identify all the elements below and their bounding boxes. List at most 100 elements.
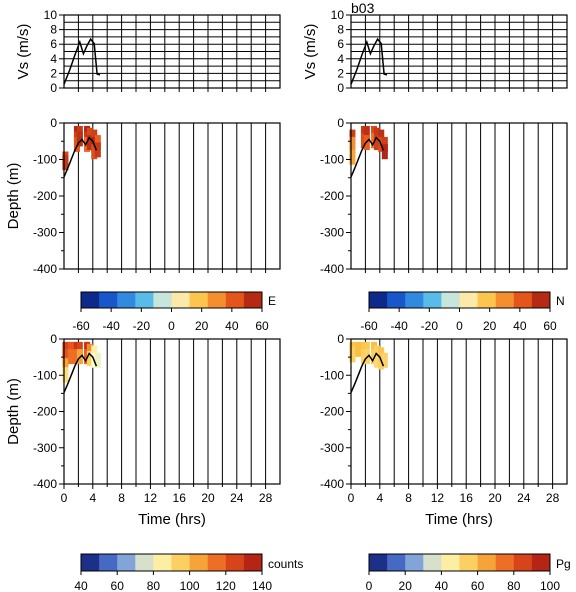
heatmap-cell	[91, 144, 98, 160]
colorbar-segment	[387, 554, 406, 571]
heatmap-cell	[86, 135, 93, 151]
colorbar-segment	[441, 292, 460, 308]
colorbar-tick-label: -60	[360, 319, 378, 333]
y-tick-label: 10	[44, 8, 58, 22]
colorbar-tick-label: -20	[421, 319, 439, 333]
colorbar-tick-label: 100	[540, 579, 560, 592]
x-tick-label: 24	[230, 491, 244, 505]
colorbar-tick-label: 60	[255, 319, 269, 333]
colorbar-segment	[135, 554, 154, 571]
colorbar-segment	[189, 292, 209, 308]
x-tick-label: 8	[405, 491, 412, 505]
colorbar-tick-label: 0	[168, 319, 175, 333]
colorbar-segment	[495, 292, 515, 308]
y-tick-label: -200	[33, 405, 57, 419]
colorbar-tick-label: -40	[102, 319, 120, 333]
colorbar-tick-label: 40	[225, 319, 239, 333]
x-axis-label: Time (hrs)	[425, 511, 493, 528]
x-tick-label: 8	[118, 491, 125, 505]
colorbar-label: Pg	[556, 557, 571, 571]
colorbar-segment	[477, 292, 497, 308]
depth-series-line	[63, 136, 98, 178]
colorbar-segment	[117, 554, 136, 571]
colorbar-segment	[423, 292, 442, 308]
y-tick-label: -400	[320, 477, 344, 491]
colorbar-segment	[225, 554, 245, 571]
y-tick-label: 0	[50, 81, 57, 95]
y-tick-label: 4	[50, 52, 57, 66]
heatmap-cell	[373, 135, 380, 151]
colorbar-tick-label: 20	[195, 319, 209, 333]
colorbar-segment	[189, 554, 209, 571]
colorbar-segment	[513, 292, 533, 308]
y-tick-label: 0	[337, 332, 344, 346]
colorbar-tick-label: 0	[456, 319, 463, 333]
heatmap-cell	[62, 367, 69, 383]
colorbar-tick-label: 60	[471, 579, 485, 592]
y-tick-label: -300	[320, 226, 344, 240]
x-tick-label: 4	[376, 491, 383, 505]
x-tick-label: 0	[348, 491, 355, 505]
y-tick-label: 4	[337, 52, 344, 66]
colorbar-tick-label: -40	[390, 319, 408, 333]
colorbar-tick-label: 40	[435, 579, 449, 592]
x-tick-label: 28	[259, 491, 273, 505]
y-tick-label: 0	[337, 81, 344, 95]
figure-label: b03	[351, 0, 375, 16]
colorbar-segment	[171, 554, 191, 571]
colorbar-tick-label: 120	[216, 579, 236, 592]
y-tick-label: 2	[337, 66, 344, 80]
colorbar-segment	[225, 292, 245, 308]
colorbar-segment	[207, 554, 227, 571]
heatmap-cell	[68, 349, 75, 365]
colorbar-segment	[99, 554, 118, 571]
colorbar-segment	[531, 292, 551, 308]
heatmap-cell	[76, 131, 83, 147]
heatmap-cell	[349, 347, 356, 363]
colorbar-tick-label: 100	[180, 579, 200, 592]
heatmap-cell	[86, 350, 93, 366]
y-axis-label: Vs (m/s)	[15, 24, 32, 80]
colorbar-segment	[81, 554, 100, 571]
colorbar-segment	[513, 554, 533, 571]
colorbar-segment	[81, 292, 100, 308]
colorbar-segment	[153, 292, 172, 308]
colorbar-segment	[171, 292, 191, 308]
heatmap-cell	[363, 125, 370, 141]
depth-series-line	[63, 352, 98, 393]
colorbar-segment	[531, 554, 551, 571]
colorbar-tick-label: 0	[366, 579, 373, 592]
x-tick-label: 16	[460, 491, 474, 505]
colorbar-tick-label: 20	[483, 319, 497, 333]
x-tick-label: 16	[173, 491, 187, 505]
y-tick-label: -300	[33, 226, 57, 240]
y-tick-label: -100	[320, 153, 344, 167]
vs-series-line	[63, 37, 101, 85]
colorbar-segment	[243, 554, 263, 571]
x-axis-label: Time (hrs)	[138, 511, 206, 528]
heatmap-cell	[349, 149, 356, 165]
colorbar-frame	[368, 553, 551, 572]
colorbar-frame	[80, 553, 263, 572]
colorbar-tick-label: 140	[252, 579, 272, 592]
colorbar-tick-label: 20	[399, 579, 413, 592]
heatmap-cell	[381, 352, 388, 368]
y-tick-label: -200	[33, 189, 57, 203]
colorbar-segment	[459, 554, 479, 571]
plot-frame	[63, 14, 281, 89]
heatmap-cell	[94, 142, 101, 158]
x-tick-label: 0	[61, 491, 68, 505]
colorbar-tick-label: 80	[507, 579, 521, 592]
heatmap-cell	[349, 136, 356, 152]
x-tick-label: 20	[488, 491, 502, 505]
y-tick-label: -100	[33, 153, 57, 167]
y-axis-label: Depth (m)	[5, 163, 22, 230]
colorbar-segment	[459, 292, 479, 308]
vs-series-line	[350, 37, 388, 85]
y-tick-label: -200	[320, 189, 344, 203]
colorbar-segment	[441, 554, 460, 571]
x-tick-label: 28	[546, 491, 560, 505]
colorbar-segment	[117, 292, 136, 308]
colorbar-segment	[135, 292, 154, 308]
